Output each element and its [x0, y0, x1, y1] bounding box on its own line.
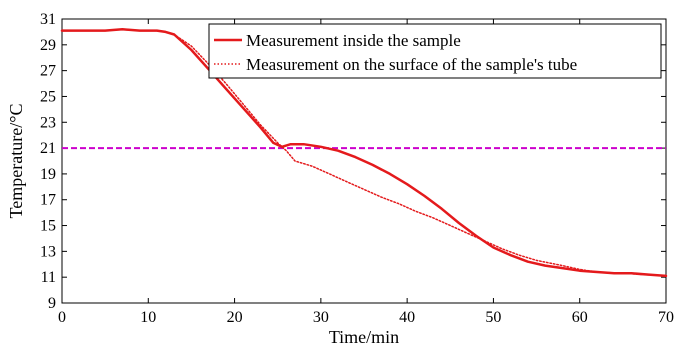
x-tick-label: 0: [58, 309, 66, 326]
x-tick-label: 20: [227, 309, 243, 326]
x-tick-label: 50: [485, 309, 501, 326]
y-tick-label: 21: [40, 140, 56, 157]
series-layer: [60, 28, 668, 278]
y-tick-label: 25: [40, 88, 56, 105]
y-tick-label: 29: [40, 37, 56, 54]
axis-ticks: 0 10 20 30 40 50 60 70 9 11 13 15 17 19 21 23 25 27 29 31: [40, 11, 674, 326]
y-tick-label: 13: [40, 243, 56, 260]
x-tick-label: 10: [140, 309, 156, 326]
y-tick-label: 17: [40, 192, 56, 209]
y-tick-label: 31: [40, 11, 56, 28]
y-tick-label: 11: [41, 269, 56, 286]
series-line-surface: [61, 28, 667, 277]
legend: Measurement inside the sample Measuremen…: [208, 23, 662, 79]
y-tick-label: 9: [48, 295, 56, 312]
y-tick-label: 23: [40, 114, 56, 131]
y-tick-label: 15: [40, 218, 56, 235]
legend-label-surface: Measurement on the surface of the sample…: [246, 55, 577, 74]
x-tick-label: 40: [399, 309, 415, 326]
x-axis-label: Time/min: [329, 327, 399, 347]
y-axis-label: Temperature/°C: [6, 104, 26, 219]
x-tick-label: 60: [572, 309, 588, 326]
x-tick-label: 30: [313, 309, 329, 326]
legend-box: [208, 23, 662, 79]
y-tick-label: 27: [40, 63, 56, 80]
legend-label-inside: Measurement inside the sample: [246, 31, 461, 50]
x-tick-label: 70: [658, 309, 674, 326]
y-tick-label: 19: [40, 166, 56, 183]
